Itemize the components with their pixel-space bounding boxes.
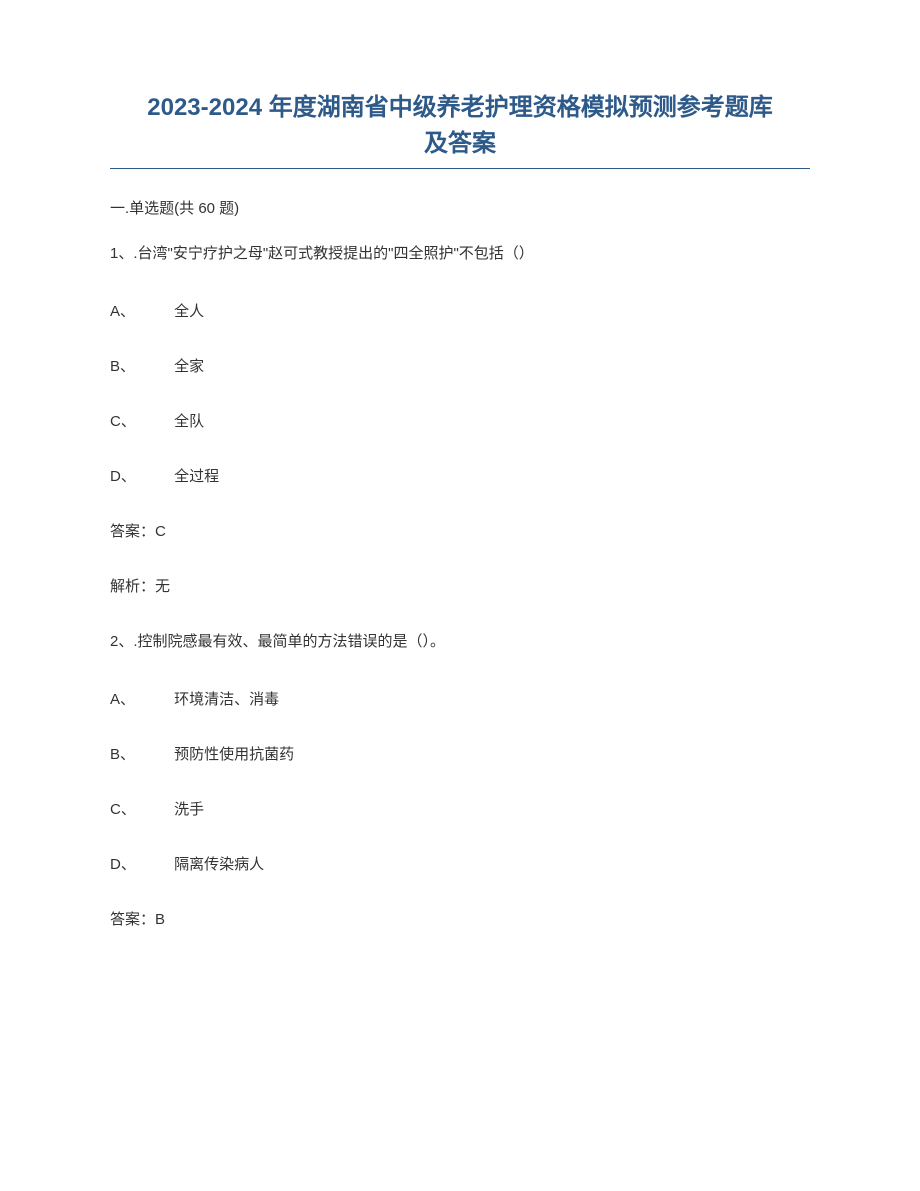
analysis-label: 解析： <box>110 578 155 595</box>
option-text: 环境清洁、消毒 <box>174 691 279 708</box>
answer-value: C <box>155 523 166 540</box>
question-stem: 1、.台湾"安宁疗护之母"赵可式教授提出的"四全照护"不包括（） <box>110 242 810 266</box>
option-label: D、 <box>110 465 170 486</box>
option-label: C、 <box>110 798 170 819</box>
option-row: A、 全人 <box>110 300 810 321</box>
document-page: 2023-2024 年度湖南省中级养老护理资格模拟预测参考题库 及答案 一.单选… <box>0 0 920 1023</box>
section-header: 一.单选题(共 60 题) <box>110 197 810 218</box>
title-underline <box>110 168 810 169</box>
analysis-value: 无 <box>155 578 170 595</box>
option-row: A、 环境清洁、消毒 <box>110 688 810 709</box>
answer-value: B <box>155 911 165 928</box>
option-row: B、 预防性使用抗菌药 <box>110 743 810 764</box>
option-row: D、 全过程 <box>110 465 810 486</box>
option-label: B、 <box>110 743 170 764</box>
question-block: 1、.台湾"安宁疗护之母"赵可式教授提出的"四全照护"不包括（） A、 全人 B… <box>110 242 810 596</box>
title-line-2: 及答案 <box>424 130 496 157</box>
option-label: C、 <box>110 410 170 431</box>
option-row: C、 全队 <box>110 410 810 431</box>
answer-label: 答案： <box>110 911 155 928</box>
option-row: C、 洗手 <box>110 798 810 819</box>
title-line-1: 2023-2024 年度湖南省中级养老护理资格模拟预测参考题库 <box>147 94 772 121</box>
option-label: D、 <box>110 853 170 874</box>
option-text: 全队 <box>174 413 204 430</box>
option-text: 隔离传染病人 <box>174 856 264 873</box>
answer-row: 答案：C <box>110 520 810 541</box>
option-row: B、 全家 <box>110 355 810 376</box>
question-stem: 2、.控制院感最有效、最简单的方法错误的是（）。 <box>110 630 810 654</box>
option-row: D、 隔离传染病人 <box>110 853 810 874</box>
option-text: 洗手 <box>174 801 204 818</box>
document-title: 2023-2024 年度湖南省中级养老护理资格模拟预测参考题库 及答案 <box>110 90 810 162</box>
option-label: B、 <box>110 355 170 376</box>
option-text: 全过程 <box>174 468 219 485</box>
option-text: 全人 <box>174 303 204 320</box>
option-text: 预防性使用抗菌药 <box>174 746 294 763</box>
option-label: A、 <box>110 300 170 321</box>
question-block: 2、.控制院感最有效、最简单的方法错误的是（）。 A、 环境清洁、消毒 B、 预… <box>110 630 810 929</box>
answer-row: 答案：B <box>110 908 810 929</box>
answer-label: 答案： <box>110 523 155 540</box>
option-text: 全家 <box>174 358 204 375</box>
option-label: A、 <box>110 688 170 709</box>
analysis-row: 解析：无 <box>110 575 810 596</box>
